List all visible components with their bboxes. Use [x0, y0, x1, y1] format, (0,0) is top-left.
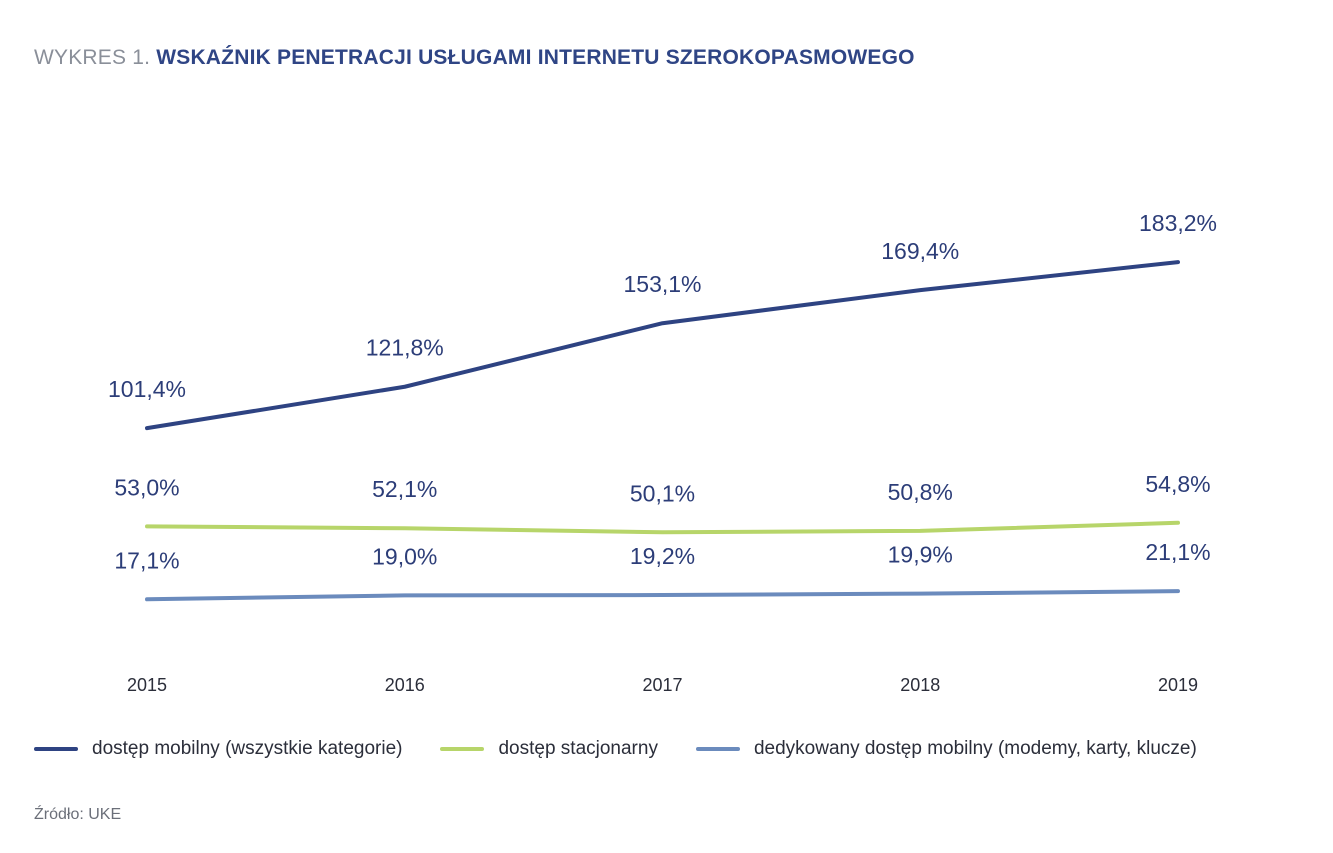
x-tick-label-2017: 2017 — [642, 675, 682, 695]
legend-item-mobile: dostęp mobilny (wszystkie kategorie) — [34, 738, 402, 760]
data-label-fixed-2016: 52,1% — [372, 476, 437, 502]
x-tick-label-2018: 2018 — [900, 675, 940, 695]
data-label-dedicated-2019: 21,1% — [1145, 539, 1210, 565]
legend-swatch-mobile — [34, 747, 78, 751]
chart-legend: dostęp mobilny (wszystkie kategorie) dos… — [34, 738, 1235, 760]
data-label-fixed-2017: 50,1% — [630, 480, 695, 506]
data-label-mobile-2019: 183,2% — [1139, 210, 1217, 236]
source-note: Źródło: UKE — [34, 806, 122, 823]
data-label-dedicated-2018: 19,9% — [888, 542, 953, 568]
data-label-fixed-2018: 50,8% — [888, 479, 953, 505]
data-label-dedicated-2015: 17,1% — [114, 547, 179, 573]
data-label-mobile-2017: 153,1% — [623, 271, 701, 297]
series-line-mobile — [145, 260, 1180, 431]
chart-title: WYKRES 1. WSKAŹNIK PENETRACJI USŁUGAMI I… — [34, 46, 915, 70]
series-line-dedicated — [145, 589, 1180, 602]
chart-title-main: WSKAŹNIK PENETRACJI USŁUGAMI INTERNETU S… — [156, 46, 915, 69]
line-chart: 2015 2016 2017 2018 2019 101,4% 121,8% 153,1% 16… — [108, 210, 1217, 695]
x-tick-label-2016: 2016 — [385, 675, 425, 695]
x-tick-label-2015: 2015 — [127, 675, 167, 695]
legend-swatch-dedicated — [695, 747, 740, 751]
legend-label-fixed: dostęp stacjonarny — [498, 738, 658, 759]
data-label-mobile-2018: 169,4% — [881, 238, 959, 264]
data-label-fixed-2019: 54,8% — [1145, 471, 1210, 497]
data-label-dedicated-2016: 19,0% — [372, 543, 437, 569]
series-line-fixed — [145, 520, 1180, 535]
data-label-mobile-2016: 121,8% — [366, 335, 444, 361]
legend-swatch-fixed — [440, 747, 485, 751]
legend-item-fixed: dostęp stacjonarny — [440, 738, 658, 760]
legend-label-dedicated: dedykowany dostęp mobilny (modemy, karty… — [753, 738, 1197, 759]
x-tick-label-2019: 2019 — [1158, 675, 1198, 695]
chart-title-prefix: WYKRES 1. — [34, 46, 151, 69]
data-label-fixed-2015: 53,0% — [114, 474, 179, 500]
data-label-dedicated-2017: 19,2% — [630, 543, 695, 569]
data-label-mobile-2015: 101,4% — [108, 376, 186, 402]
legend-label-mobile: dostęp mobilny (wszystkie kategorie) — [92, 738, 403, 759]
legend-item-dedicated: dedykowany dostęp mobilny (modemy, karty… — [695, 738, 1197, 760]
